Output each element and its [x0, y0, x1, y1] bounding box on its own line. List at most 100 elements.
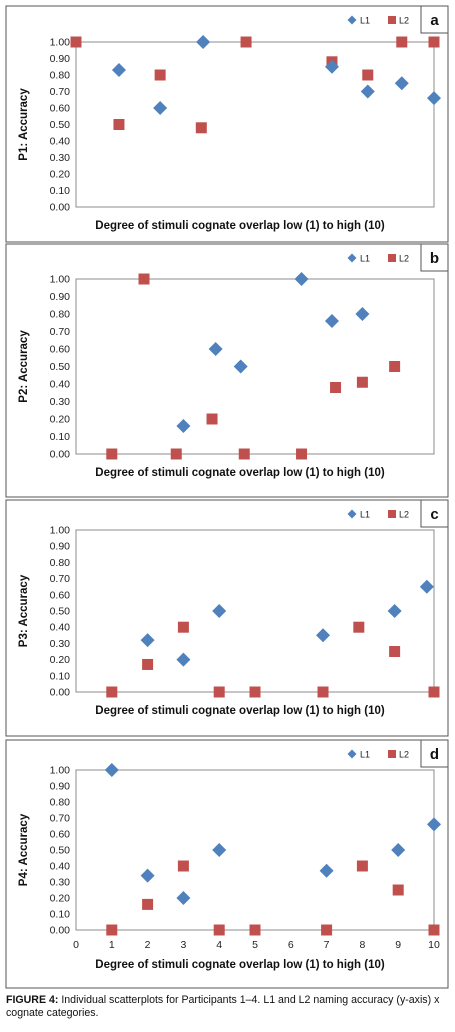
panel-border — [5, 499, 449, 737]
legend: L1 L2 — [347, 509, 409, 520]
y-tick-label: 0.30 — [50, 877, 71, 889]
data-point-l2 — [296, 448, 308, 460]
x-tick-label: 8 — [359, 939, 365, 951]
legend-label-l1: L1 — [360, 254, 370, 264]
y-axis-title: P4: Accuracy — [18, 813, 30, 886]
data-point-l1 — [104, 763, 119, 777]
plot-area — [75, 278, 435, 455]
figure-scatterplots: 0.00 0.10 0.20 0.30 0.40 0.50 0.60 0.70 0.80 0.90… — [5, 5, 449, 989]
data-point-l1 — [196, 35, 211, 49]
x-tick-label: 7 — [324, 939, 330, 951]
y-tick-label: 0.20 — [50, 893, 71, 905]
panel-border — [5, 243, 449, 498]
y-tick-label: 0.10 — [50, 909, 71, 921]
x-tick-label: 9 — [395, 939, 401, 951]
x-tick-label: 1 — [109, 939, 115, 951]
y-tick-label: 0.90 — [50, 291, 71, 303]
x-tick-label: 5 — [252, 939, 258, 951]
x-tick-label: 6 — [288, 939, 294, 951]
data-point-l1 — [233, 359, 248, 374]
data-point-l2 — [249, 924, 261, 936]
data-point-l1 — [176, 419, 191, 433]
data-point-l1 — [394, 76, 409, 91]
y-tick-label: 1.00 — [50, 37, 71, 49]
y-axis-title: P3: Accuracy — [18, 574, 30, 647]
data-point-l2 — [138, 273, 150, 285]
x-tick-label: 3 — [180, 939, 186, 951]
data-point-l1 — [212, 843, 227, 857]
plot-area — [75, 41, 435, 208]
legend-label-l1: L1 — [360, 510, 370, 520]
data-point-l2 — [396, 36, 408, 48]
data-point-l2 — [389, 646, 401, 657]
data-point-l1 — [140, 868, 155, 883]
data-point-l1 — [355, 307, 370, 321]
y-tick-label: 0.40 — [50, 622, 71, 634]
data-point-l1 — [153, 101, 168, 115]
y-tick-label: 0.10 — [50, 185, 71, 197]
y-tick-label: 0.10 — [50, 431, 71, 443]
legend-label-l2: L2 — [399, 750, 409, 760]
legend-marker-l2 — [388, 16, 396, 24]
legend-label-l2: L2 — [399, 16, 409, 26]
data-point-l1 — [294, 272, 309, 286]
y-axis-title: P1: Accuracy — [18, 88, 30, 161]
legend-marker-l2 — [388, 510, 396, 518]
legend-marker-l1 — [347, 509, 357, 519]
data-point-l1 — [360, 84, 375, 99]
data-point-l1 — [140, 633, 155, 648]
y-tick-label: 0.90 — [50, 781, 71, 793]
legend-marker-l2 — [388, 750, 396, 758]
y-tick-label: 0.60 — [50, 829, 71, 841]
data-point-l2 — [362, 69, 374, 81]
legend-label-l2: L2 — [399, 510, 409, 520]
data-point-l2 — [142, 898, 154, 910]
data-point-l1 — [391, 843, 406, 857]
data-point-l2 — [195, 122, 207, 134]
legend-label-l1: L1 — [360, 750, 370, 760]
x-tick-label: 2 — [145, 939, 151, 951]
data-point-l2 — [428, 36, 440, 48]
legend-marker-l2 — [388, 254, 396, 262]
y-tick-label: 0.90 — [50, 541, 71, 553]
data-point-l2 — [113, 119, 125, 130]
legend-marker-l1 — [347, 253, 357, 263]
data-point-l2 — [353, 621, 365, 633]
x-axis-title: Degree of stimuli cognate overlap low (1… — [95, 467, 385, 479]
y-tick-label: 1.00 — [50, 525, 71, 537]
data-point-l2 — [106, 924, 118, 936]
y-tick-label: 0.30 — [50, 152, 71, 164]
y-tick-label: 0.80 — [50, 797, 71, 809]
data-point-l2 — [249, 686, 261, 698]
caption-label: FIGURE 4: — [6, 994, 59, 1006]
y-tick-label: 0.80 — [50, 309, 71, 321]
data-point-l1 — [208, 342, 223, 356]
data-point-l2 — [213, 924, 225, 936]
y-tick-label: 0.30 — [50, 638, 71, 650]
panel-letter-box — [420, 5, 449, 34]
y-tick-label: 0.70 — [50, 813, 71, 825]
y-tick-label: 0.10 — [50, 670, 71, 682]
y-tick-label: 0.00 — [50, 687, 71, 699]
data-point-l1 — [387, 604, 402, 618]
panel-letter-box — [420, 243, 449, 272]
data-point-l2 — [240, 36, 252, 48]
data-point-l2 — [213, 686, 225, 698]
data-point-l2 — [238, 448, 250, 460]
figure-caption: FIGURE 4: Individual scatterplots for Pa… — [6, 994, 452, 1020]
panel-letter: a — [430, 12, 439, 29]
x-tick-label: 4 — [216, 939, 222, 951]
panel-b: 0.00 0.10 0.20 0.30 0.40 0.50 0.60 0.70 0.80 0.90… — [5, 243, 449, 498]
y-tick-label: 0.00 — [50, 449, 71, 461]
data-point-l2 — [356, 860, 368, 872]
y-tick-label: 0.50 — [50, 361, 71, 373]
y-tick-label: 0.50 — [50, 845, 71, 857]
panel-c: 0.00 0.10 0.20 0.30 0.40 0.50 0.60 0.70 0.80 0.90… — [5, 499, 449, 737]
data-point-l2 — [321, 924, 333, 936]
legend: L1 L2 — [347, 253, 409, 264]
data-point-l1 — [427, 91, 441, 106]
data-point-l1 — [176, 652, 191, 667]
data-point-l1 — [176, 891, 191, 905]
y-tick-label: 0.00 — [50, 925, 71, 937]
data-point-l2 — [392, 884, 404, 896]
